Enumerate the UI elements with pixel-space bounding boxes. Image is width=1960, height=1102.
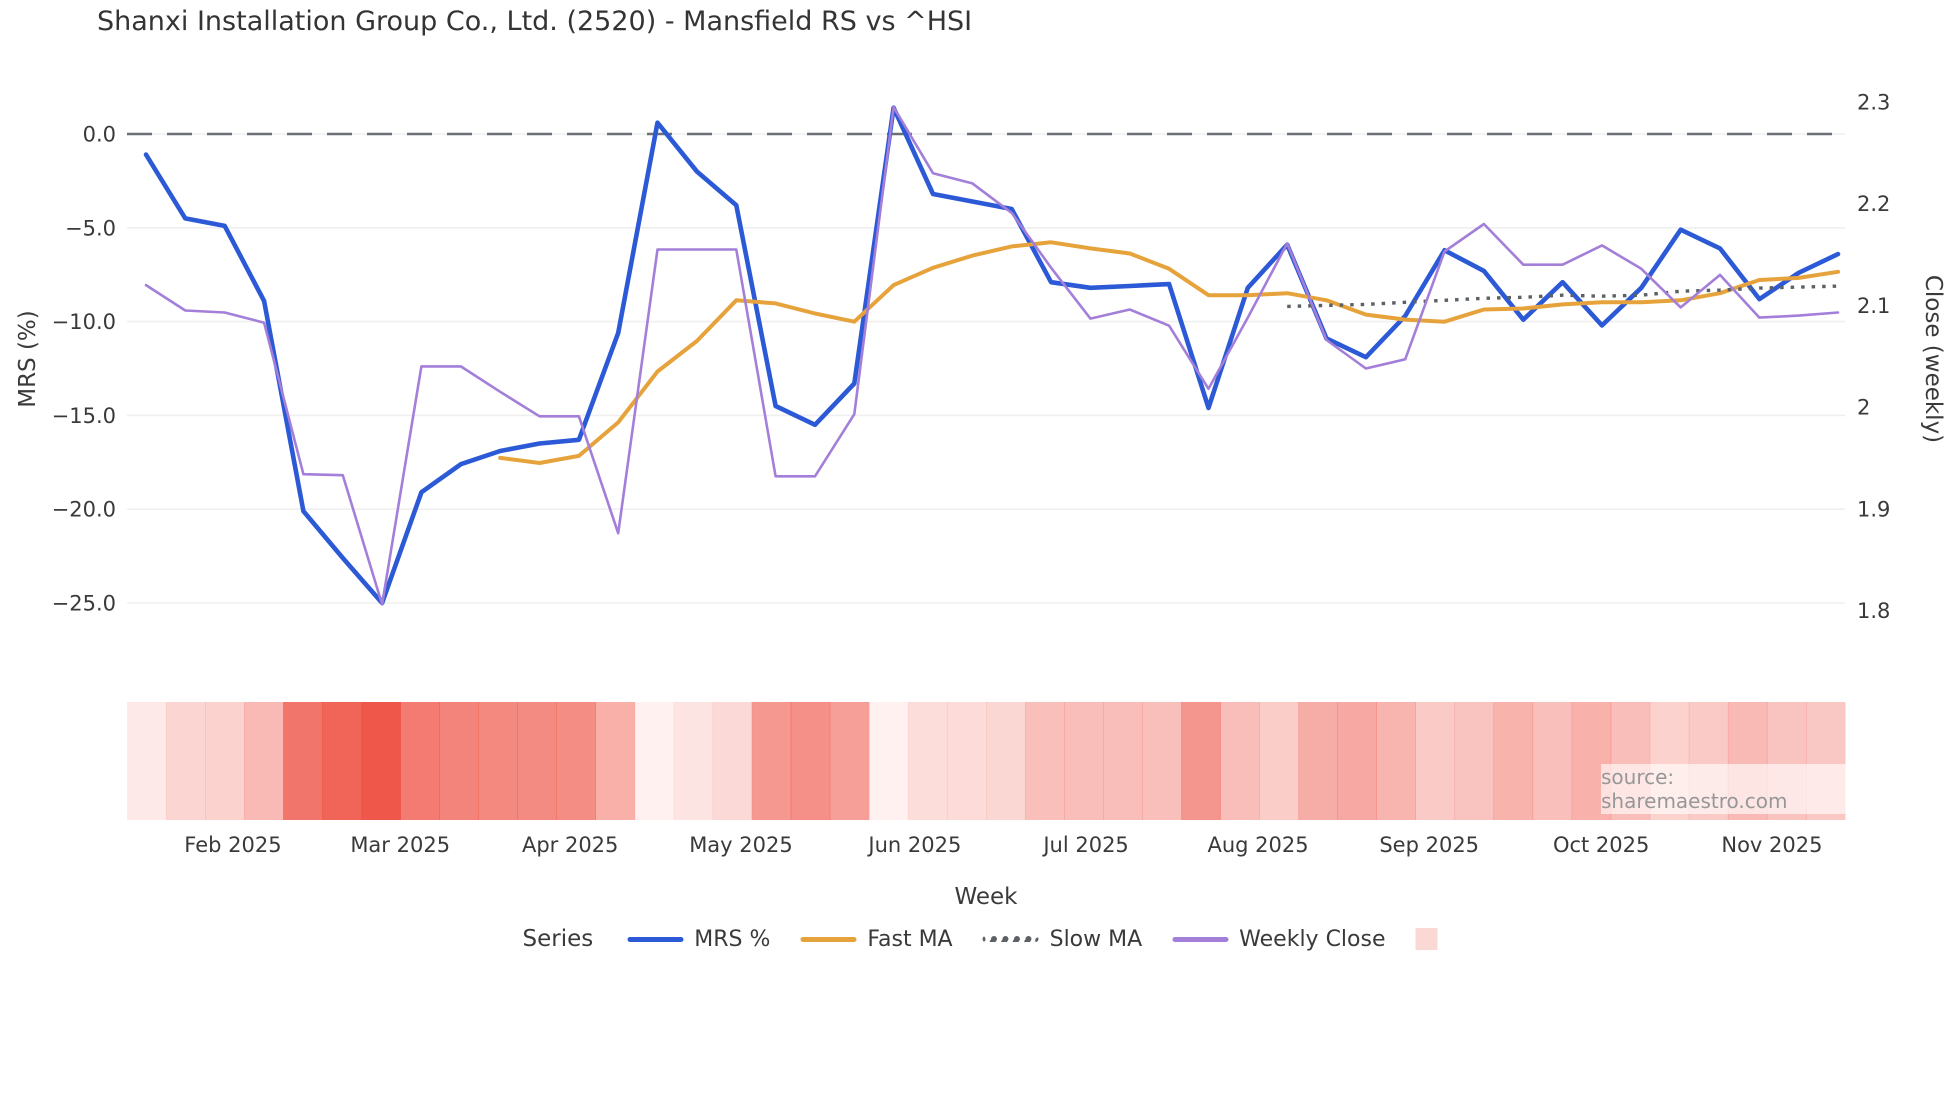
legend-item-label: Fast MA [867,926,953,952]
left-axis-title: MRS (%) [15,310,41,408]
x-axis-title: Week [954,884,1018,910]
series-line-weekly-close [144,105,1840,606]
legend-item-fast-ma: Fast MA [800,926,953,952]
x-axis-month-labels: Feb 2025 Mar 2025 Apr 2025 May 2025 Jun 2025… [184,833,1822,857]
svg-text:−15.0: −15.0 [52,404,116,428]
heatmap-patch-icon [1415,928,1438,950]
legend-item-mrs: MRS % [627,927,770,952]
svg-text:0.0: 0.0 [83,123,116,147]
svg-text:−25.0: −25.0 [52,592,116,616]
svg-text:Oct 2025: Oct 2025 [1553,833,1649,857]
svg-text:Apr 2025: Apr 2025 [522,833,618,857]
svg-text:−20.0: −20.0 [52,498,116,522]
chart-title: Shanxi Installation Group Co., Ltd. (252… [97,6,973,37]
fast-ma-line-swatch-icon [800,936,857,942]
svg-text:Jul 2025: Jul 2025 [1041,833,1128,857]
legend-item-slow-ma: Slow MA [982,926,1143,952]
right-axis-ticks: 2.3 2.2 2.1 2 1.9 1.8 [1857,91,1890,624]
legend-item-weekly-close: Weekly Close [1172,926,1386,952]
svg-text:2: 2 [1857,396,1870,420]
svg-text:Feb 2025: Feb 2025 [184,833,281,857]
svg-text:1.9: 1.9 [1857,497,1890,521]
legend-item-label: MRS % [694,926,771,952]
weekly-close-line-swatch-icon [1172,936,1229,942]
svg-text:Nov 2025: Nov 2025 [1721,833,1822,857]
svg-text:1.8: 1.8 [1857,599,1890,623]
legend: Series MRS % Fast MA Slow MA Weekly Clos… [522,926,1438,952]
series-lines [143,105,1841,606]
series-line-slow-ma [1287,284,1839,309]
mrs-line-swatch-icon [627,936,684,942]
series-line-mrs- [143,105,1841,606]
source-attribution: source: sharemaestro.com [1601,764,1848,814]
svg-text:Mar 2025: Mar 2025 [350,833,450,857]
svg-text:Sep 2025: Sep 2025 [1379,833,1479,857]
left-axis-ticks: 0.0 −5.0 −10.0 −15.0 −20.0 −25.0 [52,123,116,616]
legend-item-heatmap-patch [1415,928,1438,950]
series-line-fast-ma [498,240,1840,465]
legend-item-label: Weekly Close [1239,926,1386,952]
svg-text:2.2: 2.2 [1857,192,1890,216]
svg-text:2.3: 2.3 [1857,91,1890,115]
svg-text:2.1: 2.1 [1857,294,1890,318]
right-axis-title: Close (weekly) [1920,274,1946,444]
legend-item-label: Slow MA [1049,926,1143,952]
legend-title: Series [522,926,594,952]
svg-text:−10.0: −10.0 [52,310,116,334]
svg-text:Aug 2025: Aug 2025 [1207,833,1308,857]
svg-text:May 2025: May 2025 [689,833,793,857]
svg-text:Jun 2025: Jun 2025 [866,833,961,857]
heatmap-strip [127,702,1846,820]
slow-ma-dotted-swatch-icon [982,936,1039,942]
svg-text:−5.0: −5.0 [65,216,116,240]
